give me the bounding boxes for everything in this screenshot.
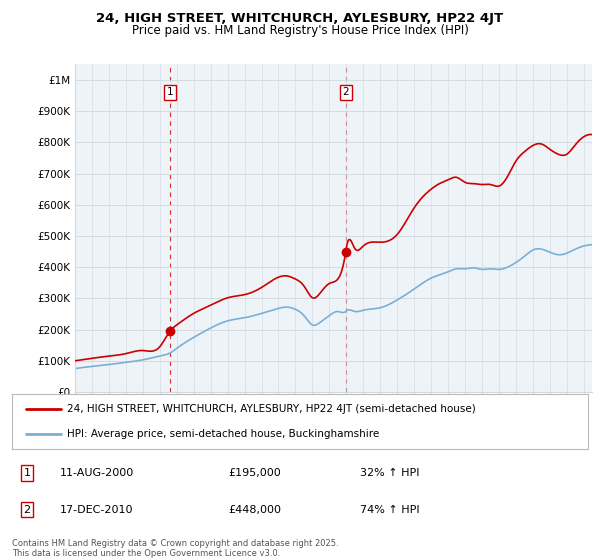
Text: 17-DEC-2010: 17-DEC-2010: [60, 505, 133, 515]
Text: £195,000: £195,000: [228, 468, 281, 478]
Text: Contains HM Land Registry data © Crown copyright and database right 2025.
This d: Contains HM Land Registry data © Crown c…: [12, 539, 338, 558]
Text: £448,000: £448,000: [228, 505, 281, 515]
Text: 2: 2: [23, 505, 31, 515]
Text: 1: 1: [23, 468, 31, 478]
Text: 11-AUG-2000: 11-AUG-2000: [60, 468, 134, 478]
Text: 32% ↑ HPI: 32% ↑ HPI: [360, 468, 419, 478]
Text: 24, HIGH STREET, WHITCHURCH, AYLESBURY, HP22 4JT (semi-detached house): 24, HIGH STREET, WHITCHURCH, AYLESBURY, …: [67, 404, 475, 414]
Text: 1: 1: [167, 87, 173, 97]
Text: Price paid vs. HM Land Registry's House Price Index (HPI): Price paid vs. HM Land Registry's House …: [131, 24, 469, 37]
Text: 24, HIGH STREET, WHITCHURCH, AYLESBURY, HP22 4JT: 24, HIGH STREET, WHITCHURCH, AYLESBURY, …: [97, 12, 503, 25]
Text: 2: 2: [343, 87, 349, 97]
Text: HPI: Average price, semi-detached house, Buckinghamshire: HPI: Average price, semi-detached house,…: [67, 430, 379, 439]
Text: 74% ↑ HPI: 74% ↑ HPI: [360, 505, 419, 515]
